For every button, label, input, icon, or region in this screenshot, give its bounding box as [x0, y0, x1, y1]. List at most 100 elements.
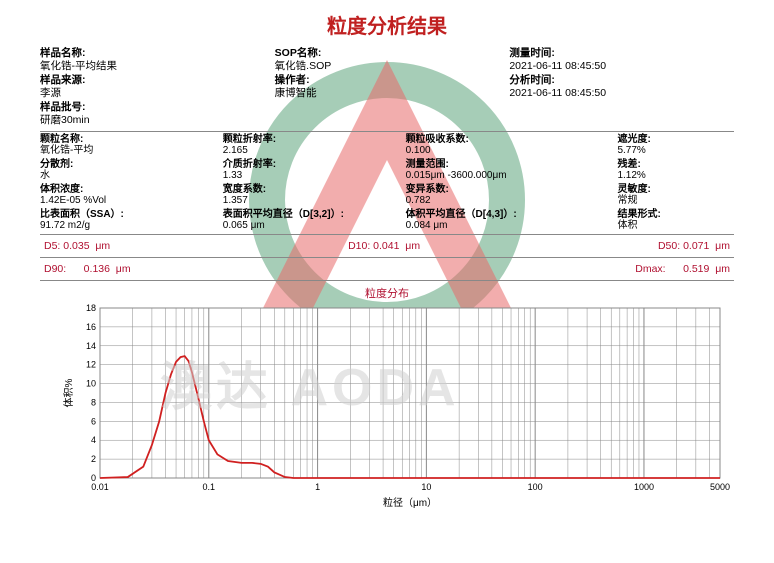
label: 分散剂: [40, 159, 215, 171]
param-ri: 颗粒折射率:2.165 [223, 134, 398, 157]
svg-text:10: 10 [86, 378, 96, 388]
d-values-row1: D5: 0.035 μm D10: 0.041 μm D50: 0.071 μm [40, 237, 734, 255]
meta-section: 样品名称:氧化锆-平均结果 SOP名称:氧化锆.SOP 测量时间:2021-06… [40, 47, 734, 127]
param-d43: 体积平均直径（D[4,3]）:0.084 μm [406, 209, 610, 232]
value: 研磨30min [40, 114, 265, 127]
value: 1.42E-05 %Vol [40, 195, 215, 207]
value: 李源 [40, 87, 265, 100]
value: 氧化锆-平均结果 [40, 60, 265, 73]
svg-text:10: 10 [421, 482, 431, 492]
param-span: 宽度系数:1.357 [223, 184, 398, 207]
value: 氧化锆.SOP [275, 60, 500, 73]
label: 宽度系数: [223, 184, 398, 196]
meta-analysis-time: 分析时间:2021-06-11 08:45:50 [509, 74, 734, 99]
d-values-row2: D90: 0.136 μm Dmax: 0.519 μm [40, 260, 734, 278]
label: 比表面积（SSA）: [40, 209, 215, 221]
svg-text:14: 14 [86, 340, 96, 350]
param-abs: 颗粒吸收系数:0.100 [406, 134, 610, 157]
label: 颗粒折射率: [223, 134, 398, 146]
label: 介质折射率: [223, 159, 398, 171]
d50: D50: 0.071 μm [658, 240, 730, 252]
param-residual: 残差:1.12% [617, 159, 734, 182]
value: 91.72 m2/g [40, 220, 215, 232]
label: 变异系数: [406, 184, 610, 196]
value: 0.100 [406, 145, 610, 157]
svg-text:100: 100 [528, 482, 543, 492]
meta-meas-time: 测量时间:2021-06-11 08:45:50 [509, 47, 734, 72]
svg-text:粒径（μm）: 粒径（μm） [383, 496, 437, 508]
meta-sample-source: 样品来源:李源 [40, 74, 265, 99]
svg-text:体积%: 体积% [63, 378, 75, 407]
label: 体积平均直径（D[4,3]）: [406, 209, 610, 221]
meta-sample-name: 样品名称:氧化锆-平均结果 [40, 47, 265, 72]
label: 测量范围: [406, 159, 610, 171]
svg-text:2: 2 [91, 454, 96, 464]
value: 0.084 μm [406, 220, 610, 232]
meta-sop-name: SOP名称:氧化锆.SOP [275, 47, 500, 72]
report-title: 粒度分析结果 [40, 10, 734, 39]
label: 分析时间: [509, 74, 734, 87]
label: 体积浓度: [40, 184, 215, 196]
param-d32: 表面积平均直径（D[3,2]）:0.065 μm [223, 209, 398, 232]
value: 1.357 [223, 195, 398, 207]
value: 0.782 [406, 195, 610, 207]
value: 2.165 [223, 145, 398, 157]
label: 样品来源: [40, 74, 265, 87]
label: 样品名称: [40, 47, 265, 60]
value: 体积 [617, 220, 734, 232]
value: 2021-06-11 08:45:50 [509, 87, 734, 100]
label: 结果形式: [617, 209, 734, 221]
svg-text:1000: 1000 [634, 482, 654, 492]
divider [40, 257, 734, 258]
value: 1.12% [617, 170, 734, 182]
value: 2021-06-11 08:45:50 [509, 60, 734, 73]
label: 颗粒吸收系数: [406, 134, 610, 146]
label: 灵敏度: [617, 184, 734, 196]
divider [40, 280, 734, 281]
divider [40, 131, 734, 132]
label: 操作者: [275, 74, 500, 87]
d10: D10: 0.041 μm [348, 240, 420, 252]
value: 水 [40, 170, 215, 182]
d5: D5: 0.035 μm [44, 240, 110, 252]
param-uniformity: 变异系数:0.782 [406, 184, 610, 207]
label: SOP名称: [275, 47, 500, 60]
chart-container: 澳达 AODA 0246810121416180.010.11101001000… [40, 303, 734, 511]
label: 残差: [617, 159, 734, 171]
meta-operator: 操作者:康博智能 [275, 74, 500, 99]
param-range: 测量范围:0.015μm -3600.000μm [406, 159, 610, 182]
svg-text:1: 1 [315, 482, 320, 492]
dmax: Dmax: 0.519 μm [635, 263, 730, 275]
d90: D90: 0.136 μm [44, 263, 131, 275]
chart-title: 粒度分布 [40, 285, 734, 301]
param-ssa: 比表面积（SSA）:91.72 m2/g [40, 209, 215, 232]
meta-sample-batch: 样品批号:研磨30min [40, 101, 265, 126]
param-particle-name: 颗粒名称:氧化锆-平均 [40, 134, 215, 157]
param-result-type: 结果形式:体积 [617, 209, 734, 232]
distribution-chart: 0246810121416180.010.111010010005000粒径（μ… [60, 303, 730, 508]
param-sensitivity: 灵敏度:常规 [617, 184, 734, 207]
value: 0.015μm -3600.000μm [406, 170, 610, 182]
param-dispersant: 分散剂:水 [40, 159, 215, 182]
value: 康博智能 [275, 87, 500, 100]
label: 遮光度: [617, 134, 734, 146]
svg-text:12: 12 [86, 359, 96, 369]
value: 常规 [617, 195, 734, 207]
svg-text:4: 4 [91, 435, 96, 445]
param-dispersant-ri: 介质折射率:1.33 [223, 159, 398, 182]
value: 氧化锆-平均 [40, 145, 215, 157]
svg-text:0.1: 0.1 [203, 482, 216, 492]
param-vol-conc: 体积浓度:1.42E-05 %Vol [40, 184, 215, 207]
svg-text:5000: 5000 [710, 482, 730, 492]
label: 表面积平均直径（D[3,2]）: [223, 209, 398, 221]
divider [40, 234, 734, 235]
param-obscuration: 遮光度:5.77% [617, 134, 734, 157]
svg-text:6: 6 [91, 416, 96, 426]
label: 测量时间: [509, 47, 734, 60]
value: 1.33 [223, 170, 398, 182]
params-section: 颗粒名称:氧化锆-平均 颗粒折射率:2.165 颗粒吸收系数:0.100 遮光度… [40, 134, 734, 232]
svg-text:8: 8 [91, 397, 96, 407]
svg-text:16: 16 [86, 321, 96, 331]
label: 颗粒名称: [40, 134, 215, 146]
label: 样品批号: [40, 101, 265, 114]
